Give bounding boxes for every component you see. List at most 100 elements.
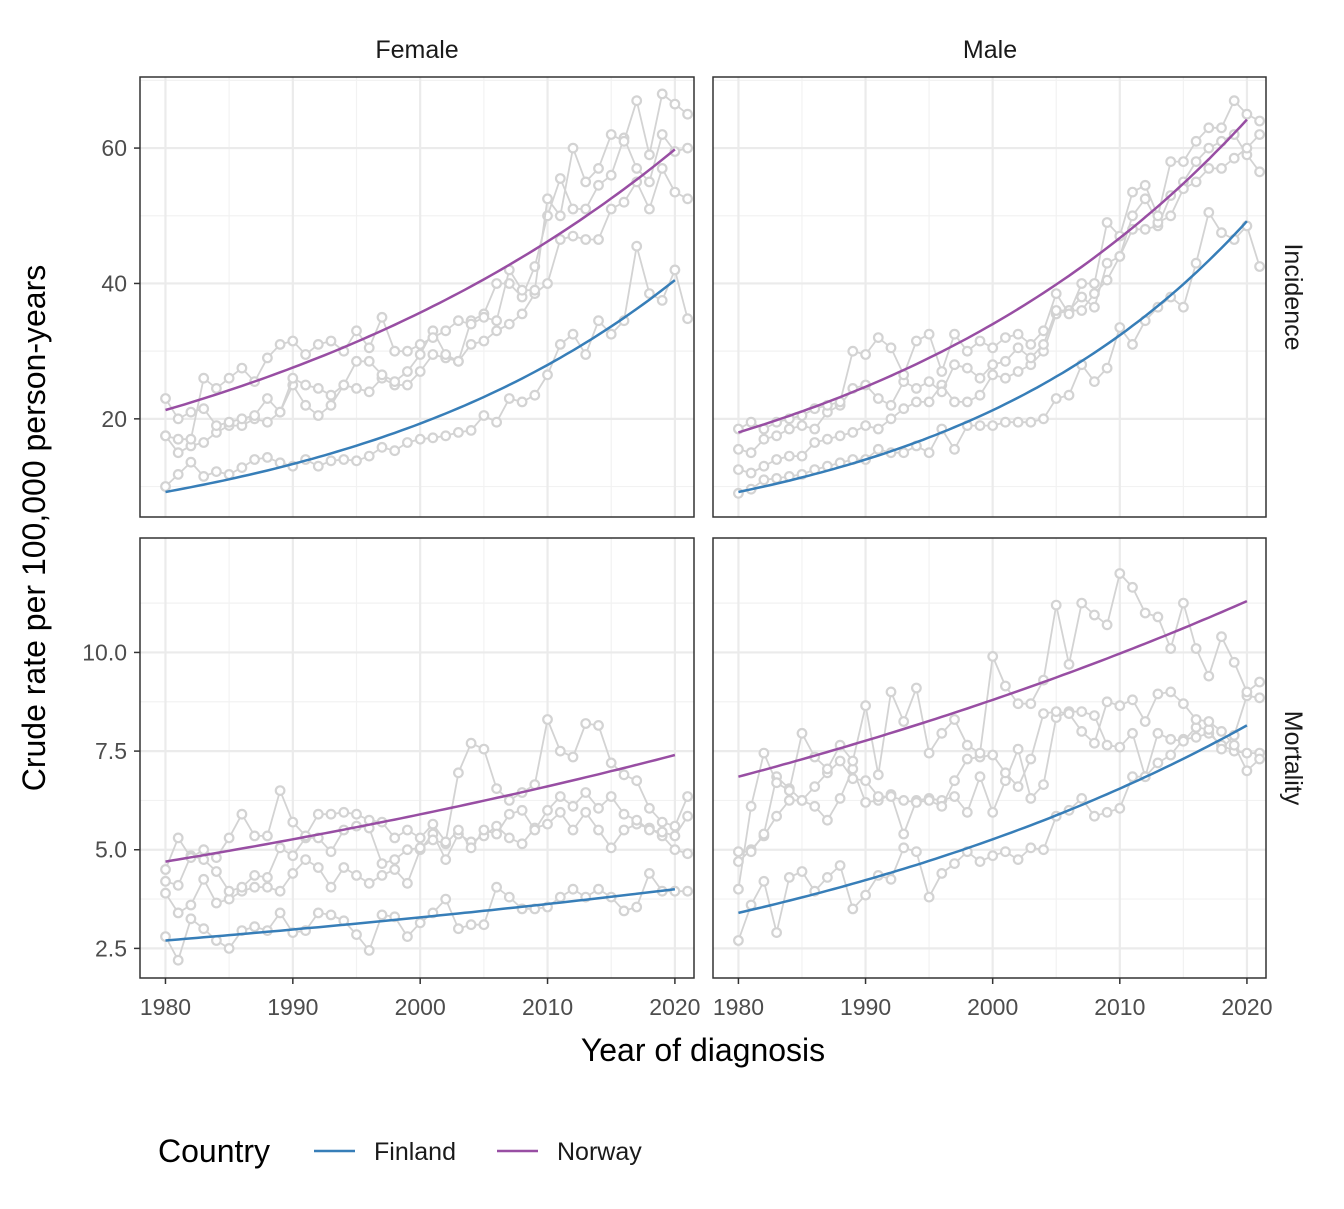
observed-point-female-mortality-0-2011 [554, 891, 566, 903]
observed-point-female-incidence-3-2010 [542, 193, 553, 205]
observed-point-female-incidence-2-2017 [631, 162, 643, 174]
observed-point-male-mortality-2-2011 [1127, 694, 1138, 706]
observed-point-female-incidence-1-2005 [478, 335, 490, 347]
observed-point-female-mortality-3-1981 [172, 832, 184, 844]
observed-point-male-mortality-0-2010 [1114, 802, 1126, 814]
observed-point-male-incidence-3-2014 [1165, 156, 1177, 168]
observed-point-female-incidence-3-1993 [325, 335, 337, 347]
observed-point-male-mortality-0-1989 [847, 903, 859, 915]
observed-point-male-incidence-2-1981 [745, 447, 757, 459]
observed-point-female-incidence-2-1989 [274, 406, 286, 418]
facet-column-label-male: Male [963, 36, 1017, 64]
observed-point-female-incidence-0-1983 [198, 471, 210, 482]
observed-point-male-mortality-3-1997 [949, 714, 960, 725]
observed-point-female-incidence-3-2021 [682, 108, 693, 120]
observed-point-female-mortality-1-2011 [554, 806, 566, 818]
observed-point-male-incidence-2-2010 [1114, 250, 1126, 262]
observed-point-female-mortality-0-1982 [185, 913, 197, 925]
observed-point-female-incidence-1-1996 [363, 386, 375, 398]
fitted-line-norway-female-incidence [165, 148, 676, 412]
observed-point-male-incidence-0-2005 [1050, 393, 1062, 404]
observed-point-female-mortality-1-1995 [351, 870, 362, 881]
observed-point-female-mortality-2-1989 [274, 842, 286, 854]
observed-point-male-mortality-1-1999 [974, 771, 986, 783]
observed-point-female-incidence-3-1982 [185, 433, 197, 445]
observed-point-male-mortality-1-1984 [783, 795, 795, 806]
observed-point-female-mortality-2-2005 [478, 824, 490, 836]
observed-point-female-mortality-2-2016 [618, 808, 630, 820]
observed-point-female-incidence-3-1983 [198, 372, 210, 384]
observed-point-female-incidence-0-1986 [236, 462, 248, 474]
observed-point-male-incidence-1-2001 [1000, 372, 1011, 384]
fitted-line-norway-female-mortality [165, 753, 676, 863]
fitted-line-finland-female-incidence [165, 279, 676, 494]
observed-point-female-incidence-0-2018 [644, 288, 655, 300]
observed-point-male-mortality-3-1985 [796, 727, 808, 739]
observed-point-female-incidence-1-2010 [542, 278, 553, 289]
observed-point-female-mortality-2-1999 [402, 844, 413, 856]
observed-point-female-mortality-1-1987 [249, 881, 261, 893]
observed-point-female-mortality-3-1994 [338, 806, 350, 818]
observed-point-female-incidence-1-2001 [427, 349, 439, 360]
observed-point-male-mortality-3-2016 [1190, 643, 1202, 654]
observed-point-male-incidence-1-1991 [872, 423, 884, 435]
observed-point-male-mortality-3-2010 [1114, 568, 1126, 579]
observed-point-female-incidence-0-2012 [567, 328, 579, 340]
observed-point-male-incidence-1-1985 [796, 450, 808, 462]
x-tick-label: 1990 [840, 994, 891, 1020]
fitted-line-norway-male-mortality [738, 599, 1248, 778]
observed-point-female-incidence-0-2000 [414, 433, 426, 445]
observed-point-female-incidence-0-1994 [338, 454, 350, 465]
observed-point-female-mortality-3-1993 [325, 808, 337, 820]
observed-point-male-incidence-2-1986 [809, 423, 821, 435]
panel-male-incidence [712, 76, 1267, 518]
observed-point-male-incidence-3-1994 [911, 335, 922, 347]
observed-point-male-mortality-3-1990 [860, 700, 871, 712]
observed-point-female-mortality-2-2021 [682, 810, 693, 822]
panel-border [139, 537, 695, 979]
observed-point-female-mortality-3-2010 [542, 714, 553, 725]
observed-point-male-mortality-0-1985 [796, 866, 808, 877]
observed-point-male-mortality-0-1995 [923, 891, 935, 903]
observed-point-male-mortality-3-2003 [1025, 698, 1037, 710]
observed-point-female-incidence-0-1992 [312, 460, 324, 472]
observed-point-male-mortality-2-2004 [1038, 708, 1049, 719]
observed-point-male-mortality-1-2013 [1152, 727, 1164, 739]
facet-row-label-incidence: Incidence [1279, 243, 1307, 350]
observed-point-female-incidence-3-2019 [656, 88, 668, 100]
observed-point-female-incidence-3-1980 [160, 430, 171, 442]
y-tick-label: 60 [101, 135, 127, 161]
observed-point-female-mortality-2-1980 [160, 875, 171, 887]
observed-point-male-incidence-1-2012 [1139, 223, 1151, 235]
observed-point-female-mortality-1-2002 [440, 854, 452, 865]
observed-point-female-mortality-1-1996 [363, 877, 375, 889]
observed-point-female-mortality-3-1980 [160, 864, 171, 875]
y-tick-label: 10.0 [82, 639, 127, 665]
observed-point-female-mortality-0-1980 [160, 931, 171, 942]
observed-point-female-mortality-2-2015 [605, 791, 617, 802]
observed-point-female-mortality-3-2006 [491, 783, 503, 794]
observed-point-female-incidence-2-2006 [491, 278, 503, 289]
observed-point-male-incidence-2-1985 [796, 420, 808, 432]
observed-point-female-incidence-0-2013 [580, 349, 592, 360]
observed-point-female-mortality-2-1993 [325, 846, 337, 858]
observed-point-female-mortality-3-2021 [682, 791, 693, 802]
observed-point-male-incidence-2-1998 [961, 362, 973, 374]
observed-point-male-incidence-3-1999 [974, 335, 986, 347]
observed-point-female-incidence-3-2006 [491, 315, 503, 327]
observed-point-female-incidence-1-2011 [554, 234, 566, 245]
observed-point-male-incidence-3-2007 [1076, 278, 1088, 289]
observed-point-female-incidence-1-2006 [491, 325, 503, 337]
x-tick-label: 2010 [1094, 994, 1145, 1020]
observed-point-male-incidence-2-1991 [872, 393, 884, 404]
observed-point-female-mortality-3-2012 [567, 751, 579, 763]
observed-point-male-incidence-3-2020 [1241, 108, 1253, 120]
observed-point-male-mortality-1-2010 [1114, 741, 1126, 753]
observed-point-female-incidence-3-2012 [567, 142, 579, 154]
observed-point-female-incidence-2-2018 [644, 176, 655, 188]
observed-point-male-mortality-2-2020 [1241, 765, 1253, 777]
observed-point-male-incidence-2-2018 [1216, 162, 1227, 174]
observed-point-female-incidence-1-2008 [516, 308, 528, 320]
observed-point-female-mortality-2-2004 [465, 842, 477, 854]
observed-point-female-incidence-3-1990 [287, 335, 299, 347]
